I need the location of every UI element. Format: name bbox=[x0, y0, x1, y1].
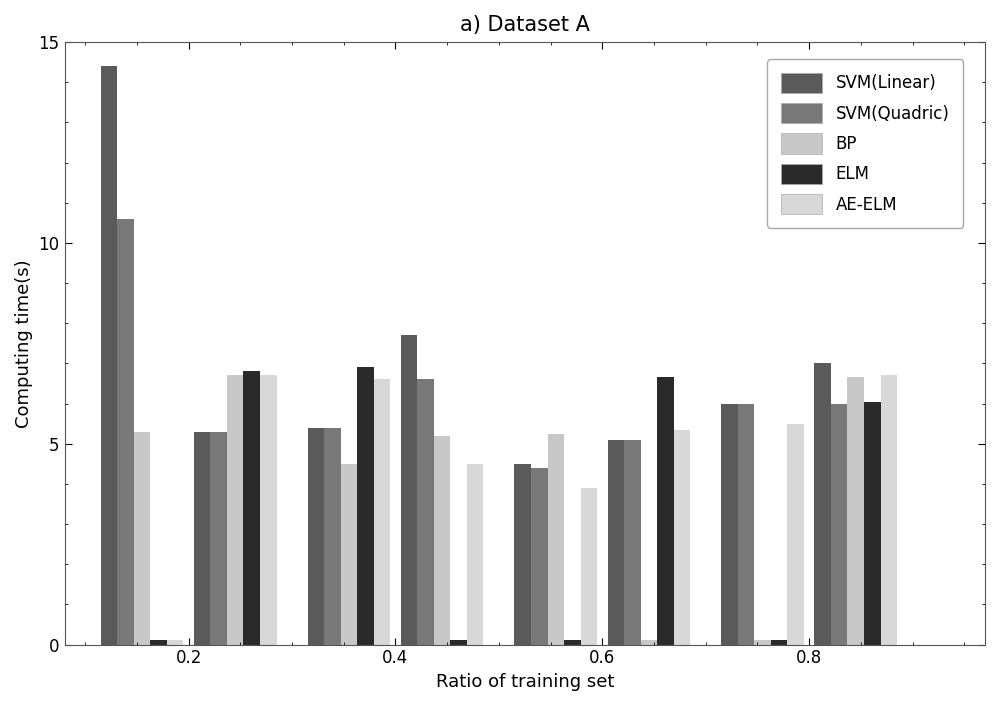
Bar bbox=[308, 428, 324, 645]
Title: a) Dataset A: a) Dataset A bbox=[460, 15, 590, 35]
Bar bbox=[531, 468, 548, 645]
Legend: SVM(Linear), SVM(Quadric), BP, ELM, AE-ELM: SVM(Linear), SVM(Quadric), BP, ELM, AE-E… bbox=[767, 59, 963, 228]
Bar bbox=[881, 376, 897, 645]
Bar bbox=[641, 640, 657, 645]
Bar bbox=[260, 376, 277, 645]
Bar bbox=[374, 380, 390, 645]
Bar bbox=[467, 464, 483, 645]
Bar bbox=[864, 402, 881, 645]
Bar bbox=[754, 640, 771, 645]
Bar bbox=[117, 219, 134, 645]
Bar bbox=[101, 66, 117, 645]
Bar bbox=[847, 378, 864, 645]
Bar bbox=[624, 440, 641, 645]
Bar bbox=[243, 371, 260, 645]
Bar bbox=[357, 367, 374, 645]
Bar bbox=[564, 640, 581, 645]
Bar bbox=[787, 424, 804, 645]
Bar bbox=[341, 464, 357, 645]
Bar bbox=[674, 430, 690, 645]
Bar bbox=[450, 640, 467, 645]
Bar bbox=[831, 404, 847, 645]
Bar bbox=[738, 404, 754, 645]
Bar bbox=[657, 378, 674, 645]
Bar bbox=[324, 428, 341, 645]
Bar bbox=[150, 640, 167, 645]
Bar bbox=[721, 404, 738, 645]
Bar bbox=[401, 335, 417, 645]
Y-axis label: Computing time(s): Computing time(s) bbox=[15, 259, 33, 428]
Bar bbox=[581, 488, 597, 645]
Bar bbox=[134, 431, 150, 645]
Bar bbox=[227, 376, 243, 645]
Bar bbox=[771, 640, 787, 645]
Bar bbox=[210, 431, 227, 645]
Bar bbox=[514, 464, 531, 645]
Bar bbox=[194, 431, 210, 645]
X-axis label: Ratio of training set: Ratio of training set bbox=[436, 673, 614, 691]
Bar bbox=[417, 380, 434, 645]
Bar bbox=[434, 436, 450, 645]
Bar bbox=[814, 364, 831, 645]
Bar bbox=[167, 640, 183, 645]
Bar bbox=[608, 440, 624, 645]
Bar bbox=[548, 433, 564, 645]
